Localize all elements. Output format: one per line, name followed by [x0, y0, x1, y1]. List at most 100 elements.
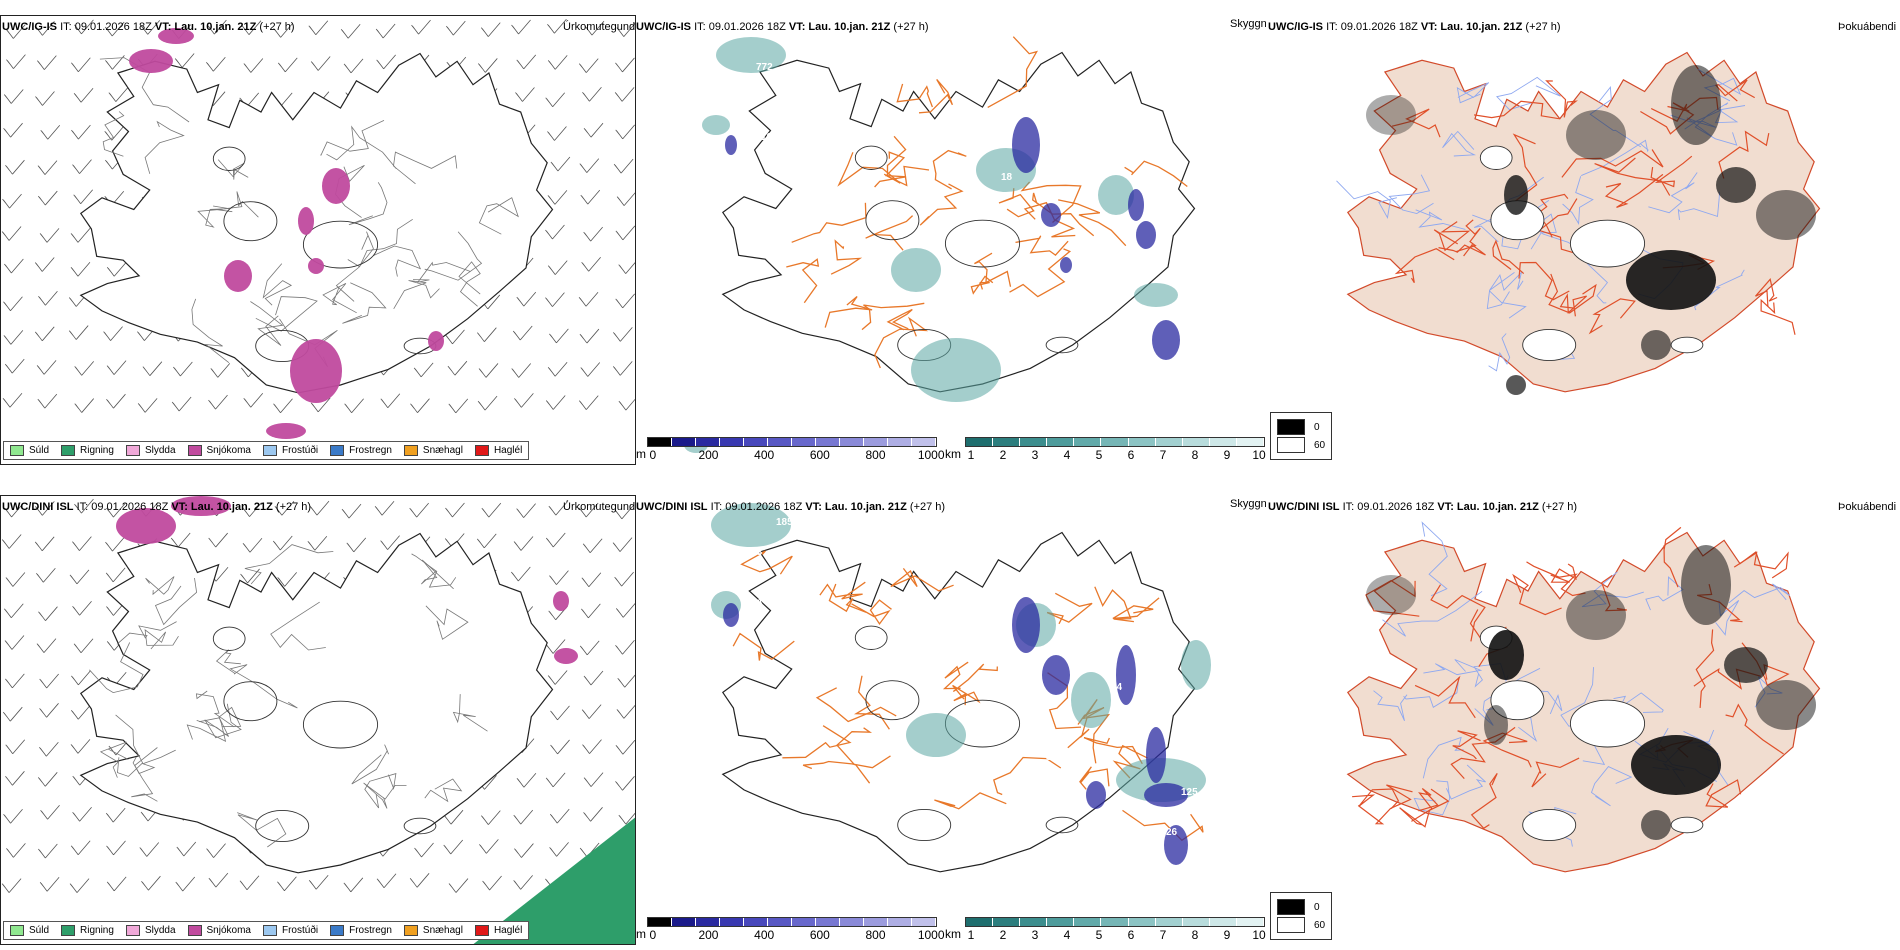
- road-line: [1391, 108, 1441, 138]
- road-line: [732, 632, 795, 661]
- fog-index-map: [1346, 521, 1821, 873]
- colorbar-tick-label: 5: [1095, 448, 1103, 462]
- wind-barb: [137, 398, 158, 413]
- road-line: [1094, 586, 1134, 623]
- wind-barb: [208, 872, 229, 888]
- wind-barb: [210, 363, 231, 378]
- road-line: [1548, 273, 1597, 314]
- wind-barb: [476, 533, 497, 549]
- colorbar-box: [648, 918, 672, 926]
- wind-barb: [516, 503, 536, 518]
- low-ceiling-area: [1012, 117, 1040, 173]
- road-line: [347, 218, 413, 268]
- wind-barb: [3, 808, 23, 824]
- wind-barb: [477, 58, 498, 73]
- road-line: [1009, 248, 1072, 298]
- glacier-area: [1569, 219, 1646, 268]
- low-visibility-area: [906, 713, 966, 757]
- road-line: [851, 599, 892, 626]
- visibility-value-label: 26: [1166, 827, 1178, 838]
- wind-barb: [36, 360, 57, 375]
- wind-barb: [38, 291, 58, 306]
- road-line: [262, 263, 293, 306]
- colorbar-box: [1101, 918, 1129, 926]
- wind-barb: [308, 20, 329, 36]
- wind-barb: [72, 536, 92, 551]
- colorbar-box: [648, 438, 672, 446]
- legend-item: Súld: [10, 925, 49, 936]
- legend-item: Snæhagl: [403, 445, 463, 456]
- fog-swatch: [1277, 419, 1305, 435]
- wind-barb: [516, 291, 537, 307]
- legend-label: Haglél: [493, 925, 523, 936]
- visibility-value-label: 45: [1096, 622, 1108, 633]
- panel-header: UWC/DINI ISL IT: 09.01.2026 18Z VT: Lau.…: [2, 501, 311, 513]
- panel-header: UWC/IG-IS IT: 09.01.2026 18Z VT: Lau. 10…: [636, 21, 929, 33]
- visibility-value-label: 113: [746, 547, 763, 558]
- colorbar-tick-label: 200: [698, 448, 719, 462]
- road-line: [1526, 561, 1586, 597]
- glacier-area: [1522, 808, 1577, 842]
- fog-index-area: [1488, 630, 1524, 680]
- legend-swatch: [262, 925, 277, 936]
- road-line: [478, 197, 519, 235]
- model-name: UWC/IG-IS: [636, 21, 691, 33]
- legend-item: Rigning: [61, 925, 114, 936]
- wind-barb: [583, 807, 603, 822]
- wind-barb: [37, 393, 58, 409]
- legend-swatch: [61, 925, 76, 936]
- wind-barb: [549, 808, 570, 824]
- wind-barb: [206, 843, 226, 858]
- wind-barb: [106, 840, 126, 856]
- wind-barb: [615, 603, 635, 618]
- wind-barb: [615, 776, 635, 791]
- wind-barb: [616, 192, 635, 206]
- valid-label: VT:: [1437, 501, 1454, 513]
- wind-barb: [615, 293, 635, 309]
- legend-swatch: [125, 925, 140, 936]
- wind-barb: [445, 502, 465, 518]
- snow-area: [298, 207, 314, 235]
- colorbar-box: [1155, 438, 1183, 446]
- wind-barb: [274, 500, 295, 516]
- colorbar-tick-label: 800: [865, 448, 886, 462]
- glacier-area: [1670, 816, 1704, 834]
- snow-area: [308, 258, 324, 274]
- road-line: [993, 756, 1062, 796]
- low-visibility-area: [911, 338, 1001, 402]
- precip-type-legend: Súld Rigning Slydda Snjókoma Frostúði Fr…: [3, 921, 530, 940]
- wind-barb: [344, 398, 364, 414]
- colorbar-box: [792, 918, 816, 926]
- visibility-value-label: 964: [841, 502, 858, 513]
- init-time: IT: 09.01.2026 18Z: [710, 501, 803, 513]
- road-line: [1357, 784, 1413, 825]
- snow-area: [129, 49, 173, 73]
- wind-barb: [548, 500, 569, 516]
- wind-barb: [1, 878, 22, 893]
- wind-barb: [105, 567, 126, 583]
- road-line: [195, 690, 235, 728]
- wind-barb: [71, 670, 91, 686]
- wind-barb: [35, 91, 55, 106]
- low-ceiling-area: [1144, 783, 1188, 807]
- low-ceiling-area: [1116, 645, 1136, 705]
- wind-barb: [73, 638, 94, 653]
- visibility-panel-ig: 772 10 18 10 147 27 332: [636, 15, 1266, 465]
- river-line: [1442, 130, 1477, 157]
- low-ceiling-area: [1060, 257, 1072, 273]
- legend-swatch: [403, 445, 418, 456]
- wind-barb: [346, 537, 367, 553]
- road-line: [861, 302, 925, 331]
- wind-barb: [409, 873, 430, 888]
- legend-swatch: [330, 445, 345, 456]
- wind-barb: [173, 361, 193, 377]
- wind-barb: [72, 159, 92, 174]
- glacier-area: [1670, 336, 1704, 354]
- road-line: [364, 773, 397, 809]
- low-ceiling-area: [1146, 727, 1166, 783]
- snow-area: [224, 260, 252, 292]
- colorbar-tick-label: 1000: [917, 448, 945, 462]
- road-line: [836, 727, 873, 784]
- colorbar-tick-label: 4: [1063, 448, 1071, 462]
- river-line: [1473, 663, 1509, 688]
